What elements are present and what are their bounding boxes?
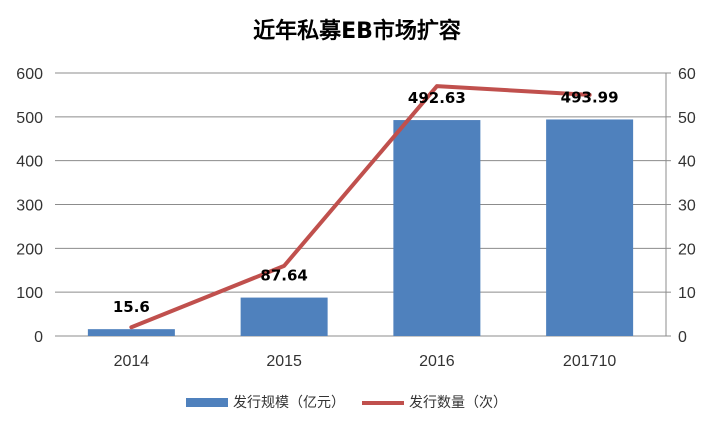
right-tick-label: 20 xyxy=(678,241,696,258)
line-point xyxy=(436,85,438,87)
x-tick-label: 2014 xyxy=(114,353,150,370)
left-tick-label: 600 xyxy=(16,66,43,83)
left-tick-label: 300 xyxy=(16,198,43,215)
x-axis: 2014 2015 2016 201710 xyxy=(114,353,617,370)
line-point xyxy=(130,326,132,328)
x-tick-label: 201710 xyxy=(563,353,616,370)
bar-series xyxy=(87,119,634,337)
legend-swatch-bars xyxy=(186,398,228,407)
legend-label-line: 发行数量（次） xyxy=(409,395,507,411)
line-path xyxy=(129,84,592,330)
data-labels: 15.6 87.64 492.63 493.99 xyxy=(113,88,619,316)
grid-lines xyxy=(55,72,666,337)
x-tick-label: 2015 xyxy=(266,353,302,370)
line-point xyxy=(283,265,285,267)
right-tick-label: 50 xyxy=(678,110,696,127)
right-tick-label: 60 xyxy=(678,66,696,83)
right-tick-label: 40 xyxy=(678,154,696,171)
right-tick-label: 0 xyxy=(678,329,687,346)
left-axis: 0 100 200 300 400 500 600 xyxy=(16,66,43,346)
data-label: 492.63 xyxy=(408,89,466,107)
x-tick-label: 2016 xyxy=(419,353,455,370)
left-tick-label: 500 xyxy=(16,110,43,127)
left-tick-label: 400 xyxy=(16,154,43,171)
line-series xyxy=(129,84,592,330)
data-label: 87.64 xyxy=(260,267,307,285)
bar xyxy=(240,297,328,336)
right-tick-label: 30 xyxy=(678,198,696,215)
bar xyxy=(393,120,481,337)
right-tick-label: 10 xyxy=(678,285,696,302)
right-axis: 0 10 20 30 40 50 60 xyxy=(665,66,696,346)
left-tick-label: 200 xyxy=(16,241,43,258)
data-label: 15.6 xyxy=(113,298,150,316)
legend-label-bars: 发行规模（亿元） xyxy=(233,395,345,411)
left-tick-label: 100 xyxy=(16,285,43,302)
bar xyxy=(87,329,175,336)
line-point xyxy=(589,94,591,96)
left-tick-label: 0 xyxy=(34,329,43,346)
chart-title: 近年私募EB市场扩容 xyxy=(253,18,461,44)
data-label: 493.99 xyxy=(561,88,619,106)
bar xyxy=(546,119,634,337)
legend: 发行规模（亿元） 发行数量（次） xyxy=(186,395,507,411)
